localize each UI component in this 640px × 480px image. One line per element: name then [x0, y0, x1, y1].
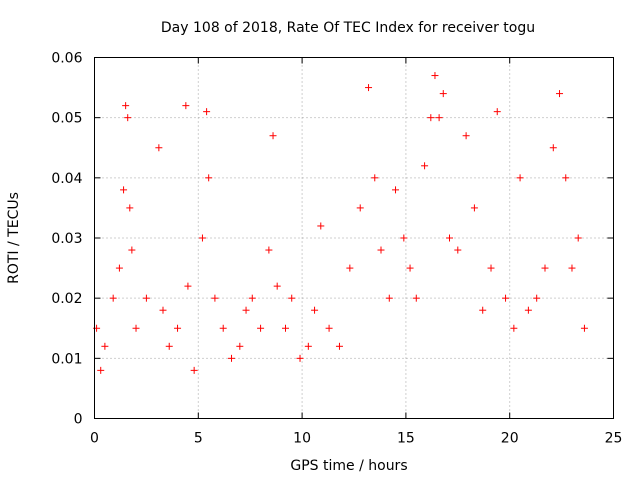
data-point — [174, 324, 182, 332]
data-point — [198, 234, 206, 242]
data-point — [346, 264, 354, 272]
data-point — [435, 114, 443, 122]
data-point — [568, 264, 576, 272]
data-point — [236, 342, 244, 350]
data-point — [122, 102, 130, 110]
y-tick-label: 0 — [74, 412, 83, 428]
data-point — [502, 294, 510, 302]
y-tick-label: 0.01 — [51, 351, 82, 367]
y-tick-label: 0.02 — [51, 291, 82, 307]
data-point — [273, 282, 281, 290]
plot-frame — [94, 57, 614, 419]
x-tick-label: 5 — [194, 431, 203, 447]
data-point — [288, 294, 296, 302]
data-point — [325, 324, 333, 332]
data-point — [165, 342, 173, 350]
data-point — [296, 354, 304, 362]
x-tick-label: 15 — [397, 431, 415, 447]
data-point — [257, 324, 265, 332]
y-tick-label: 0.04 — [51, 171, 82, 187]
data-point — [454, 246, 462, 254]
data-point — [493, 108, 501, 116]
data-point — [109, 294, 117, 302]
chart-title: Day 108 of 2018, Rate Of TEC Index for r… — [161, 20, 535, 36]
x-tick-label: 10 — [293, 431, 311, 447]
data-point — [400, 234, 408, 242]
data-point — [124, 114, 132, 122]
data-point — [427, 114, 435, 122]
x-tick-labels: 0 5 10 15 20 25 — [90, 431, 622, 447]
data-point — [470, 204, 478, 212]
data-point — [317, 222, 325, 230]
data-point — [392, 186, 400, 194]
data-point — [242, 306, 250, 314]
y-axis-title: ROTI / TECUs — [6, 192, 22, 284]
data-point — [115, 264, 123, 272]
data-point — [516, 174, 524, 182]
data-point — [155, 144, 163, 152]
data-point — [365, 84, 373, 92]
data-point — [524, 306, 532, 314]
data-point — [132, 324, 140, 332]
grid-lines — [94, 57, 614, 419]
data-point — [269, 132, 277, 140]
data-point — [142, 294, 150, 302]
data-point — [248, 294, 256, 302]
data-point — [126, 204, 134, 212]
data-point — [445, 234, 453, 242]
data-point — [265, 246, 273, 254]
data-point — [439, 90, 447, 98]
data-point — [431, 72, 439, 80]
data-point — [510, 324, 518, 332]
data-point — [541, 264, 549, 272]
data-point — [228, 354, 236, 362]
x-tick-label: 0 — [90, 431, 99, 447]
data-point — [580, 324, 588, 332]
data-point — [377, 246, 385, 254]
data-point — [128, 246, 136, 254]
y-tick-label: 0.05 — [51, 111, 82, 127]
data-point — [311, 306, 319, 314]
data-point — [562, 174, 570, 182]
data-point — [406, 264, 414, 272]
data-point — [412, 294, 420, 302]
data-point — [385, 294, 393, 302]
data-point — [190, 366, 198, 374]
data-point — [205, 174, 213, 182]
axis-ticks — [94, 57, 614, 419]
data-point — [487, 264, 495, 272]
data-point — [574, 234, 582, 242]
data-point — [184, 282, 192, 290]
x-tick-label: 25 — [605, 431, 623, 447]
data-point — [549, 144, 557, 152]
data-point — [182, 102, 190, 110]
data-points — [93, 72, 588, 374]
data-point — [533, 294, 541, 302]
data-point — [421, 162, 429, 170]
x-tick-label: 20 — [501, 431, 519, 447]
data-point — [219, 324, 227, 332]
data-point — [101, 342, 109, 350]
data-point — [479, 306, 487, 314]
data-point — [356, 204, 364, 212]
y-tick-label: 0.03 — [51, 231, 82, 247]
y-tick-labels: 0 0.01 0.02 0.03 0.04 0.05 0.06 — [51, 51, 82, 428]
data-point — [556, 90, 564, 98]
data-point — [462, 132, 470, 140]
y-tick-label: 0.06 — [51, 51, 82, 67]
data-point — [281, 324, 289, 332]
data-point — [371, 174, 379, 182]
data-point — [97, 366, 105, 374]
x-axis-title: GPS time / hours — [290, 458, 407, 474]
data-point — [159, 306, 167, 314]
data-point — [335, 342, 343, 350]
data-point — [211, 294, 219, 302]
data-point — [203, 108, 211, 116]
data-point — [120, 186, 128, 194]
data-point — [304, 342, 312, 350]
